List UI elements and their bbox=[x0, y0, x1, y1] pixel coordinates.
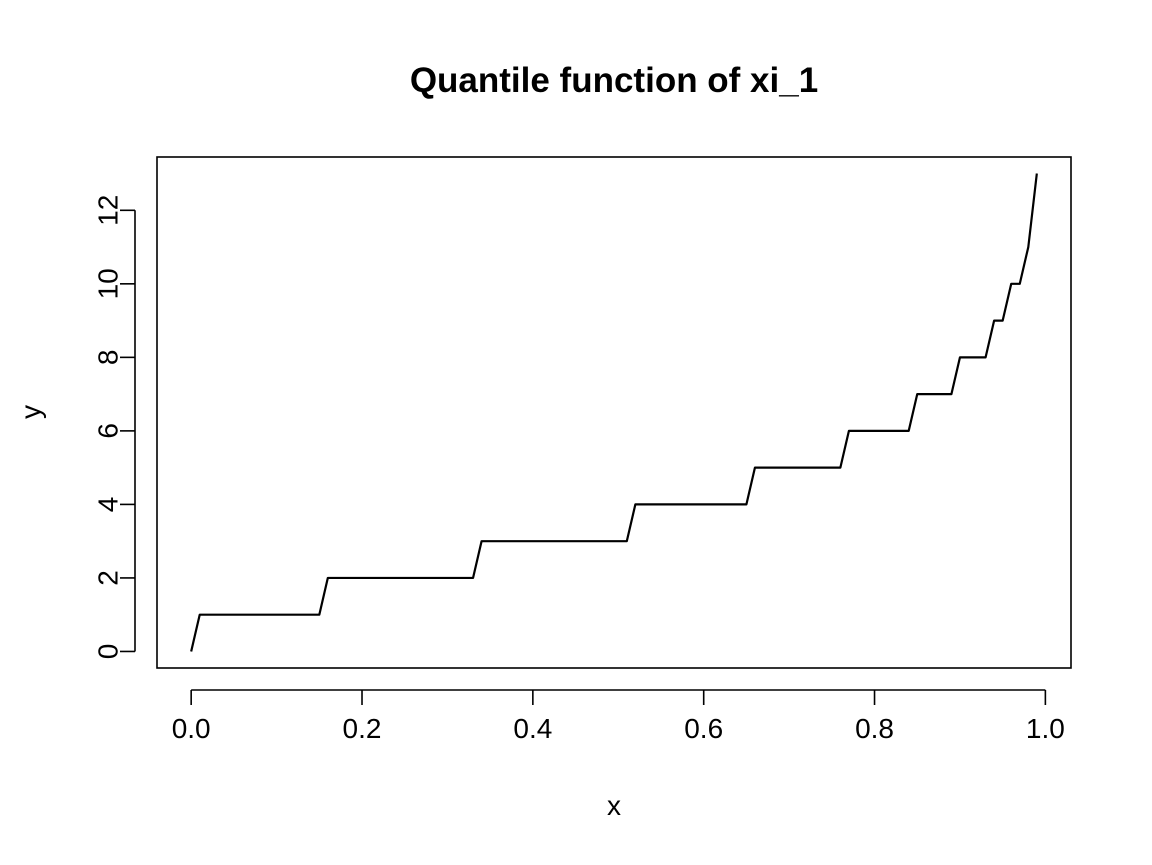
x-tick-label: 0.2 bbox=[343, 713, 382, 744]
quantile-series-line bbox=[190, 173, 1038, 652]
y-tick-label: 0 bbox=[93, 644, 124, 660]
x-tick-label: 0.4 bbox=[513, 713, 552, 744]
x-tick-label: 0.0 bbox=[172, 713, 211, 744]
y-tick-label: 4 bbox=[93, 497, 124, 513]
x-axis-label: x bbox=[607, 790, 621, 821]
y-tick-label: 8 bbox=[93, 350, 124, 366]
y-axis: 0 2 4 6 8 10 12 bbox=[93, 195, 136, 660]
x-tick-label: 1.0 bbox=[1026, 713, 1065, 744]
plot-frame bbox=[156, 156, 1072, 669]
x-tick-label: 0.6 bbox=[684, 713, 723, 744]
y-tick-label: 2 bbox=[93, 570, 124, 586]
y-axis-label: y bbox=[15, 405, 46, 419]
chart-title: Quantile function of xi_1 bbox=[410, 61, 818, 100]
x-tick-label: 0.8 bbox=[855, 713, 894, 744]
y-tick-label: 6 bbox=[93, 423, 124, 439]
y-tick-label: 10 bbox=[93, 268, 124, 299]
y-tick-label: 12 bbox=[93, 195, 124, 226]
x-axis: 0.0 0.2 0.4 0.6 0.8 1.0 bbox=[172, 689, 1065, 744]
